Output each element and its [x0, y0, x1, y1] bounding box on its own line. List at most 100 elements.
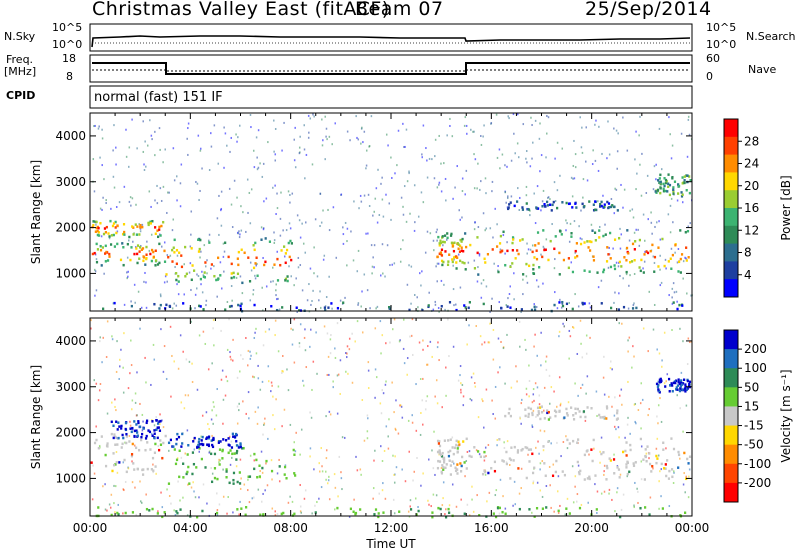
data-cell — [600, 204, 603, 208]
scatter-pixel — [101, 164, 103, 167]
scatter-pixel — [545, 238, 548, 241]
data-cell — [688, 175, 691, 178]
scatter-pixel — [289, 423, 292, 426]
scatter-pixel — [445, 366, 447, 369]
data-cell — [258, 464, 261, 468]
scatter-pixel — [571, 465, 574, 468]
data-cell — [106, 259, 110, 262]
data-cell — [452, 256, 456, 259]
data-cell — [252, 266, 256, 270]
scatter-pixel — [477, 162, 479, 165]
scatter-pixel — [380, 412, 383, 415]
data-cell — [613, 267, 617, 271]
data-cell — [154, 249, 157, 252]
data-cell — [506, 249, 509, 253]
scatter-pixel — [197, 134, 200, 137]
data-cell — [417, 509, 420, 513]
scatter-pixel — [176, 199, 178, 202]
scatter-pixel — [522, 123, 525, 126]
data-cell — [648, 513, 651, 516]
scatter-pixel — [541, 495, 544, 498]
data-cell — [178, 251, 181, 254]
scatter-pixel — [403, 146, 405, 149]
scatter-pixel — [171, 307, 174, 310]
data-cell — [672, 192, 675, 195]
scatter-pixel — [202, 330, 205, 333]
scatter-pixel — [531, 424, 533, 427]
data-cell — [192, 440, 195, 443]
scatter-pixel — [210, 418, 213, 421]
scatter-pixel — [687, 115, 690, 118]
data-cell — [93, 441, 97, 445]
scatter-pixel — [618, 292, 620, 295]
data-cell — [211, 445, 215, 449]
scatter-pixel — [402, 213, 405, 216]
scatter-pixel — [464, 475, 466, 478]
scatter-pixel — [663, 382, 666, 385]
data-cell — [244, 513, 247, 517]
data-cell — [145, 419, 149, 423]
scatter-pixel — [115, 146, 117, 149]
data-cell — [150, 248, 154, 252]
data-cell — [132, 233, 135, 236]
data-cell — [678, 389, 682, 393]
scatter-pixel — [632, 216, 635, 219]
data-cell — [680, 253, 684, 256]
data-cell — [132, 226, 135, 229]
scatter-pixel — [642, 213, 645, 216]
data-cell — [606, 466, 609, 470]
data-cell — [680, 379, 683, 382]
nsky-tick-low: 10^0 — [52, 38, 83, 51]
data-cell — [465, 467, 468, 470]
scatter-pixel — [475, 325, 477, 328]
scatter-pixel — [616, 491, 618, 494]
scatter-pixel — [363, 130, 366, 133]
scatter-pixel — [322, 209, 324, 212]
data-cell — [175, 510, 178, 513]
data-cell — [549, 203, 552, 207]
scatter-pixel — [565, 229, 567, 232]
scatter-pixel — [289, 495, 291, 498]
scatter-pixel — [690, 294, 692, 297]
scatter-pixel — [554, 157, 556, 160]
data-cell — [600, 200, 603, 204]
scatter-pixel — [672, 282, 675, 285]
scatter-pixel — [381, 460, 384, 463]
data-cell — [181, 442, 184, 445]
scatter-pixel — [216, 514, 219, 517]
scatter-pixel — [574, 382, 576, 385]
scatter-pixel — [171, 354, 173, 357]
scatter-pixel — [309, 455, 311, 458]
scatter-pixel — [144, 356, 146, 359]
scatter-pixel — [326, 482, 329, 485]
data-cell — [509, 458, 513, 462]
scatter-pixel — [253, 336, 256, 339]
scatter-pixel — [452, 264, 454, 267]
scatter-pixel — [387, 435, 389, 438]
scatter-pixel — [156, 202, 159, 205]
scatter-pixel — [188, 360, 191, 363]
nsearch-label: N.Search — [746, 30, 796, 43]
scatter-pixel — [98, 444, 101, 447]
scatter-pixel — [153, 358, 156, 361]
data-cell — [686, 174, 689, 177]
data-cell — [436, 450, 440, 454]
scatter-pixel — [626, 149, 629, 152]
scatter-pixel — [505, 201, 507, 204]
scatter-pixel — [644, 250, 646, 253]
scatter-pixel — [686, 155, 689, 158]
scatter-pixel — [155, 472, 157, 475]
scatter-pixel — [338, 455, 341, 458]
data-cell — [481, 472, 485, 476]
scatter-pixel — [238, 402, 240, 405]
data-cell — [255, 256, 258, 260]
scatter-pixel — [238, 513, 240, 516]
data-cell — [565, 507, 568, 510]
scatter-pixel — [218, 461, 220, 464]
scatter-pixel — [470, 376, 473, 379]
scatter-pixel — [343, 436, 346, 439]
data-cell — [553, 409, 557, 413]
scatter-pixel — [651, 232, 653, 235]
data-cell — [527, 412, 530, 416]
scatter-pixel — [438, 134, 440, 137]
